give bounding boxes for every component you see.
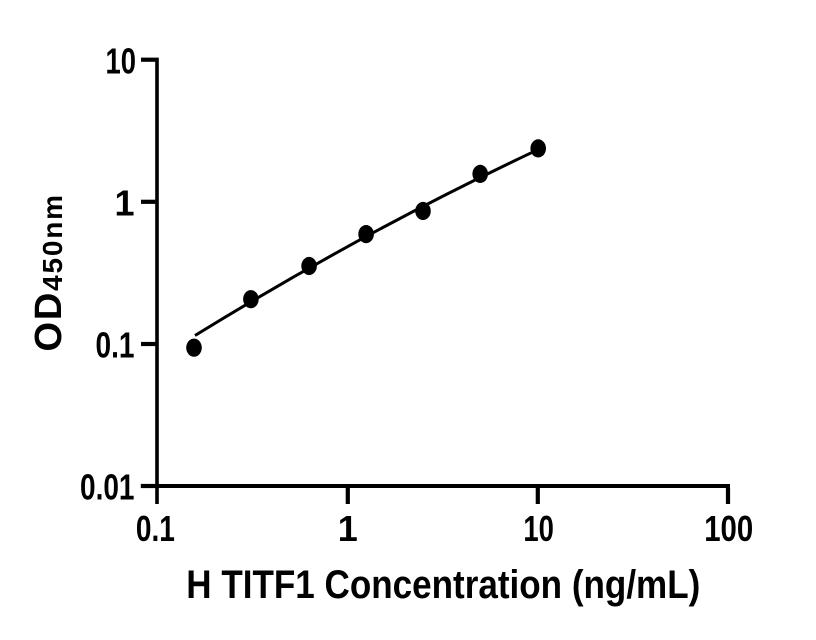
- svg-text:10: 10: [106, 40, 137, 81]
- svg-text:1: 1: [114, 182, 134, 223]
- svg-text:H TITF1 Concentration (ng/mL): H TITF1 Concentration (ng/mL): [186, 563, 700, 607]
- svg-text:0.1: 0.1: [96, 325, 135, 366]
- svg-text:0.1: 0.1: [136, 508, 175, 549]
- svg-text:100: 100: [704, 508, 753, 549]
- svg-text:10: 10: [523, 508, 554, 549]
- svg-text:1: 1: [338, 508, 358, 549]
- svg-text:0.01: 0.01: [80, 467, 135, 508]
